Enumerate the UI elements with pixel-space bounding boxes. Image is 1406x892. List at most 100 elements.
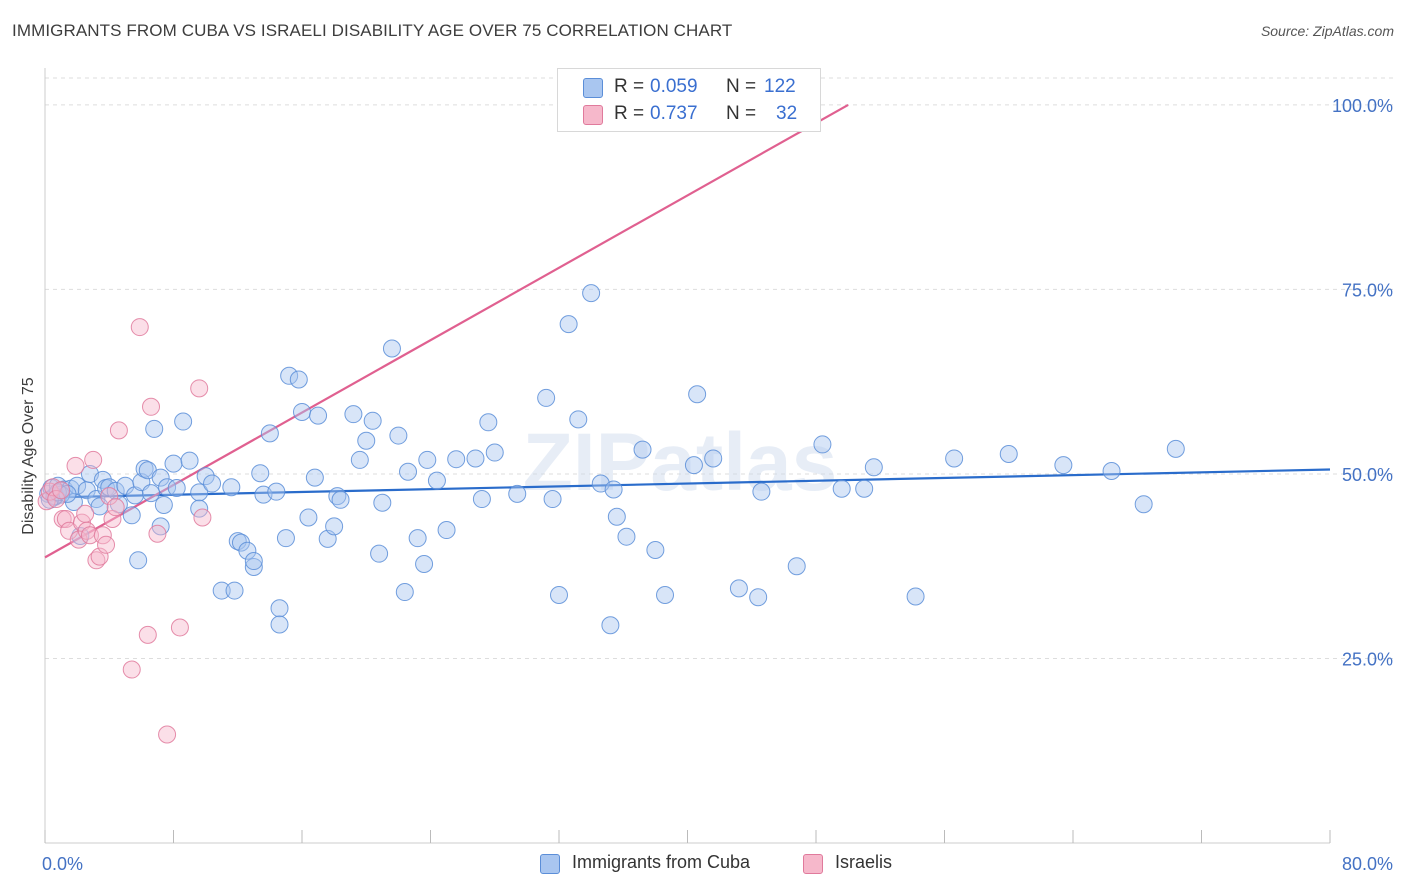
cuba-point [382,339,401,358]
cuba-point [373,493,392,512]
n-value: 122 [764,76,796,97]
cuba-point [999,445,1018,464]
cuba-point [251,464,270,483]
cuba-point [550,586,568,604]
source-label: Source: ZipAtlas.com [1260,23,1394,39]
cuba-point [437,521,456,540]
cuba-point [190,483,209,502]
cuba-point [222,478,241,497]
israeli-point [130,318,149,337]
n-value: 32 [776,103,798,124]
r-value: 0.737 [650,103,698,124]
cuba-point [363,411,382,430]
israeli-point [142,397,161,416]
israeli-point [122,660,141,679]
cuba-point [582,284,601,303]
y-tick-label: 25.0% [1342,649,1393,669]
israeli-point [138,625,157,644]
cuba-point [569,410,588,429]
cuba-point [399,462,418,481]
cuba-point [617,527,636,546]
legend-label: Israelis [835,852,893,872]
cuba-point [331,490,350,509]
israeli-point [158,725,177,744]
cuba-point [260,424,279,443]
cuba-point [418,450,437,469]
y-tick-label: 50.0% [1342,465,1393,485]
cuba-point [154,495,173,514]
israeli-point [47,490,66,509]
cuba-point [427,471,446,490]
cuba-point [238,541,257,560]
cuba-point [688,385,707,404]
cuba-point [472,490,491,509]
series-legend: Immigrants from Cuba Israelis [0,851,1406,877]
cuba-point [559,315,578,334]
cuba-swatch-icon [583,78,603,98]
cuba-point [122,506,141,525]
cuba-point [174,412,193,431]
cuba-point [309,406,328,425]
n-label: N = [726,103,757,124]
cuba-point [633,440,652,459]
cuba-point [145,419,164,438]
cuba-point [293,402,311,421]
legend-row-cuba: R = 0.059 N = 122 [558,75,820,101]
israeli-point [100,487,119,506]
israelis-swatch-icon [803,854,823,874]
r-label: R = [614,103,645,124]
israeli-point [80,526,99,545]
cuba-point [289,370,308,389]
x-tick-label: 80.0% [1342,854,1393,874]
cuba-point [447,450,466,469]
cuba-point [656,586,675,604]
cuba-point [350,450,369,469]
cuba-point [158,478,177,497]
cuba-point [787,557,806,576]
cuba-point [832,479,851,498]
cuba-point [270,615,289,634]
cuba-point [203,474,222,493]
correlation-legend: R = 0.059 N = 122 R = 0.737 N = 32 [557,68,821,132]
cuba-point [142,484,161,503]
israeli-point [76,504,95,523]
cuba-point [370,544,389,563]
cuba-point [1054,456,1073,475]
cuba-point [270,599,289,618]
israeli-point [52,481,71,500]
cuba-point [646,540,665,559]
cuba-point [276,529,295,548]
cuba-point [196,467,215,486]
israeli-point [106,498,125,517]
cuba-point [267,482,286,501]
cuba-point [601,616,620,635]
axes [44,68,1331,844]
cuba-point [408,529,427,548]
cuba-trend-line [44,468,1331,499]
cuba-point [1102,462,1121,480]
israeli-point [90,547,109,566]
israeli-point [93,526,112,545]
israeli-trend-line [44,103,849,559]
chart-title: IMMIGRANTS FROM CUBA VS ISRAELI DISABILI… [12,21,733,40]
israeli-point [193,508,212,527]
cuba-point [945,449,964,468]
cuba-swatch-icon [540,854,560,874]
y-tick-label: 100.0% [1332,96,1393,116]
cuba-point [357,431,376,450]
israeli-point [170,618,189,637]
cuba-point [389,426,408,445]
cuba-point [479,413,498,432]
cuba-point [325,517,344,536]
cuba-point [225,581,244,600]
israelis-swatch-icon [583,105,603,125]
cuba-point [604,480,623,499]
cuba-point [543,490,562,509]
n-label: N = [726,76,757,97]
cuba-point [749,588,768,607]
r-value: 0.059 [650,76,698,97]
cuba-point [1166,439,1185,458]
cuba-point [864,458,883,477]
watermark: ZIPatlas [523,417,837,508]
